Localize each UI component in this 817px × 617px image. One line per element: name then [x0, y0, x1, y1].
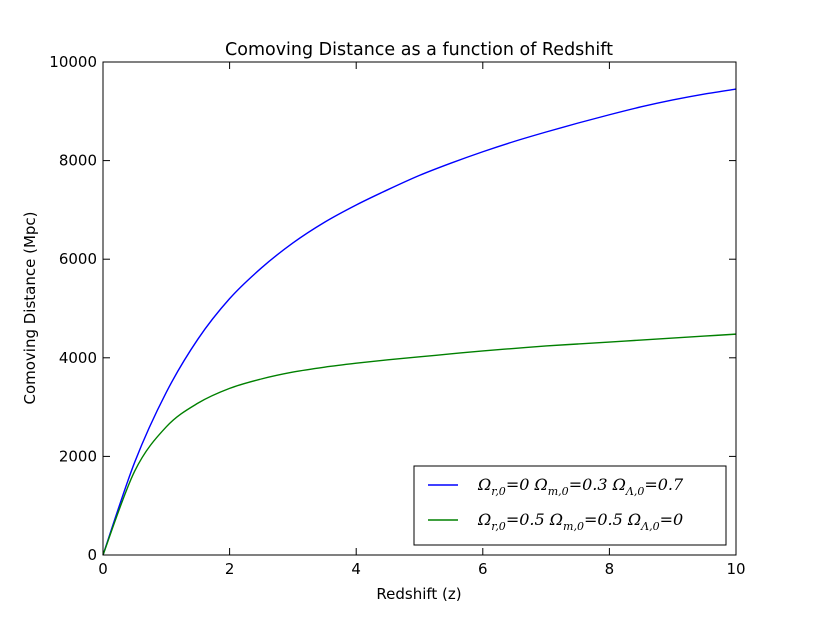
series-layer [102, 88, 737, 556]
x-axis: 0 2 4 6 8 10 [98, 62, 746, 578]
y-tick-label: 4000 [59, 349, 97, 367]
plot-frame [102, 61, 737, 556]
x-tick-label: 8 [605, 560, 615, 578]
y-tick-label: 2000 [59, 447, 97, 465]
legend-label-series-2: Ωr,0=0.5 Ωm,0=0.5 ΩΛ,0=0 [477, 510, 683, 533]
x-tick-label: 2 [225, 560, 235, 578]
x-tick-label: 10 [726, 560, 745, 578]
x-tick-label: 0 [98, 560, 108, 578]
y-tick-label: 6000 [59, 250, 97, 268]
x-tick-label: 6 [478, 560, 488, 578]
y-tick-label: 0 [87, 546, 97, 564]
y-tick-label: 8000 [59, 152, 97, 170]
chart-title: Comoving Distance as a function of Redsh… [225, 40, 613, 60]
legend-box [413, 465, 727, 546]
series-line-2 [102, 333, 737, 556]
y-axis-label: Comoving Distance (Mpc) [21, 211, 39, 404]
legend-label-series-1: Ωr,0=0 Ωm,0=0.3 ΩΛ,0=0.7 [477, 475, 684, 498]
legend: Ωr,0=0 Ωm,0=0.3 ΩΛ,0=0.7 Ωr,0=0.5 Ωm,0=0… [413, 465, 727, 546]
x-axis-label: Redshift (z) [376, 585, 461, 603]
y-tick-label: 10000 [49, 53, 97, 71]
series-line-1 [102, 88, 737, 556]
y-axis: 0 2000 4000 6000 8000 10000 [49, 53, 736, 564]
x-tick-label: 4 [351, 560, 361, 578]
